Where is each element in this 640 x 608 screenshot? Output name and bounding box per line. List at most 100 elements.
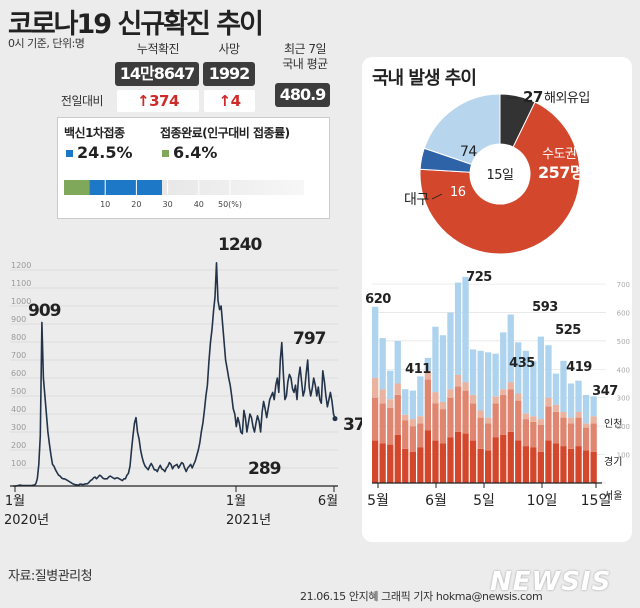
bar-x-label: 6월 xyxy=(425,493,447,509)
bar-seg-0 xyxy=(477,448,484,483)
bar-seg-1 xyxy=(492,403,499,438)
bar-seg-1 xyxy=(575,417,582,446)
bar-seg-0 xyxy=(492,437,499,483)
bar-seg-0 xyxy=(560,446,567,483)
pie-center-label: 15일 xyxy=(486,168,513,183)
bar-seg-2 xyxy=(372,377,379,398)
up-arrow-icon: ↑ xyxy=(137,92,150,110)
bar-region-label: 서울 xyxy=(604,490,622,502)
bar-seg-2 xyxy=(500,389,507,395)
bar-seg-1 xyxy=(409,426,416,452)
vaccine-box xyxy=(57,117,330,219)
bar-seg-2 xyxy=(454,375,462,387)
bar-value-label: 435 xyxy=(509,356,535,371)
bar-seg-3 xyxy=(417,376,424,417)
bar-seg-1 xyxy=(454,386,462,432)
bar-y-tick: 100 xyxy=(617,452,630,460)
bar-seg-0 xyxy=(447,437,454,483)
main-y-tick: 100 xyxy=(11,459,26,468)
bar-seg-2 xyxy=(462,382,469,391)
vaccine-tick-label: 30 xyxy=(163,200,173,209)
bar-seg-0 xyxy=(552,443,560,483)
pie-other-value: 74 xyxy=(460,144,477,160)
bar-value-label: 620 xyxy=(365,292,391,307)
bar-y-tick: 300 xyxy=(617,395,630,403)
bar-seg-1 xyxy=(469,403,477,441)
main-y-tick: 500 xyxy=(11,387,26,396)
bar-seg-3 xyxy=(500,332,507,390)
main-y-tick: 300 xyxy=(11,423,26,432)
bar-y-tick: 700 xyxy=(617,281,630,289)
bar-y-tick: 500 xyxy=(617,338,630,346)
bar-seg-0 xyxy=(500,434,507,483)
main-peak-label: 797 xyxy=(293,329,326,349)
main-y-tick: 200 xyxy=(11,441,26,450)
bar-seg-2 xyxy=(402,414,409,421)
bar-seg-2 xyxy=(447,389,454,398)
bar-seg-3 xyxy=(379,338,386,390)
bar-seg-1 xyxy=(507,389,514,432)
avg-value: 480.9 xyxy=(275,83,330,107)
main-year-label: 2020년 xyxy=(4,513,49,528)
pie-metro-name: 수도권 xyxy=(542,147,576,162)
bar-y-tick: 400 xyxy=(617,366,630,374)
up-arrow-icon: ↑ xyxy=(218,92,231,110)
main-peak-label: 909 xyxy=(28,301,61,321)
bar-seg-3 xyxy=(522,350,529,414)
bar-seg-0 xyxy=(372,440,379,483)
bar-seg-2 xyxy=(439,402,447,410)
vaccine-tick-label: 10 xyxy=(100,200,110,209)
deaths-value: 1992 xyxy=(203,62,255,86)
bar-seg-3 xyxy=(485,352,492,418)
bar-x-label: 15일 xyxy=(581,493,612,509)
bar-seg-3 xyxy=(454,282,462,375)
bar-seg-0 xyxy=(522,446,529,483)
avg-label: 최근 7일 국내 평균 xyxy=(270,42,340,72)
bar-seg-0 xyxy=(462,433,469,483)
main-peak-label: 289 xyxy=(248,459,281,479)
bar-seg-0 xyxy=(394,434,401,483)
bar-seg-3 xyxy=(432,326,439,393)
bar-seg-1 xyxy=(485,423,492,451)
vaccine-tick-label: 20 xyxy=(131,200,141,209)
bar-seg-2 xyxy=(582,423,590,428)
pie-overseas-name: 해외유입 xyxy=(544,91,590,106)
main-peak-label: 374 xyxy=(343,415,362,435)
page-subtitle: 0시 기준, 단위:명 xyxy=(8,37,85,50)
bar-seg-0 xyxy=(417,447,424,483)
bar-seg-3 xyxy=(530,360,537,417)
vaccine-bar-full xyxy=(64,180,90,195)
bar-seg-1 xyxy=(379,403,386,444)
bar-seg-1 xyxy=(552,411,560,444)
credit-line: 21.06.15 안지혜 그래픽 기자 hokma@newsis.com xyxy=(300,590,543,603)
main-y-tick: 1100 xyxy=(11,279,31,288)
bar-seg-1 xyxy=(402,420,409,449)
bar-seg-2 xyxy=(379,389,386,404)
bar-region-label: 인천 xyxy=(604,418,622,430)
main-y-tick: 900 xyxy=(11,315,26,324)
vaccine-full-value-row: 6.4% xyxy=(162,143,217,162)
bar-seg-3 xyxy=(469,349,477,395)
bar-seg-3 xyxy=(439,335,447,402)
bar-seg-0 xyxy=(379,443,386,483)
main-series-line xyxy=(13,262,336,487)
bar-seg-0 xyxy=(454,431,462,483)
bar-value-label: 593 xyxy=(532,300,558,315)
main-y-tick: 700 xyxy=(11,351,26,360)
page-title: 코로나19 신규확진 추이 xyxy=(8,9,264,40)
bar-x-label: 5월 xyxy=(367,493,389,509)
bar-seg-1 xyxy=(590,423,597,452)
main-peak-label: 1240 xyxy=(218,235,262,255)
bar-seg-0 xyxy=(439,443,447,483)
bar-seg-3 xyxy=(424,357,431,371)
bar-seg-3 xyxy=(409,390,416,419)
bar-seg-0 xyxy=(424,430,431,483)
main-y-tick: 1200 xyxy=(11,261,31,270)
pie-daegu-name: 대구 xyxy=(404,192,429,208)
bar-seg-0 xyxy=(507,431,514,483)
bar-seg-2 xyxy=(560,411,567,418)
vaccine-first-swatch xyxy=(66,150,73,157)
bar-seg-1 xyxy=(515,400,522,441)
bar-seg-1 xyxy=(432,403,439,441)
